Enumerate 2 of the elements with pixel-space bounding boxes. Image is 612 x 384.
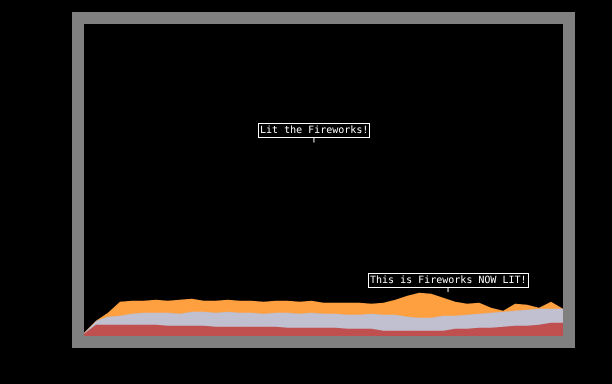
text: Lit the Fireworks! (260, 125, 368, 136)
text: This is Fireworks NOW LIT! (370, 275, 527, 286)
